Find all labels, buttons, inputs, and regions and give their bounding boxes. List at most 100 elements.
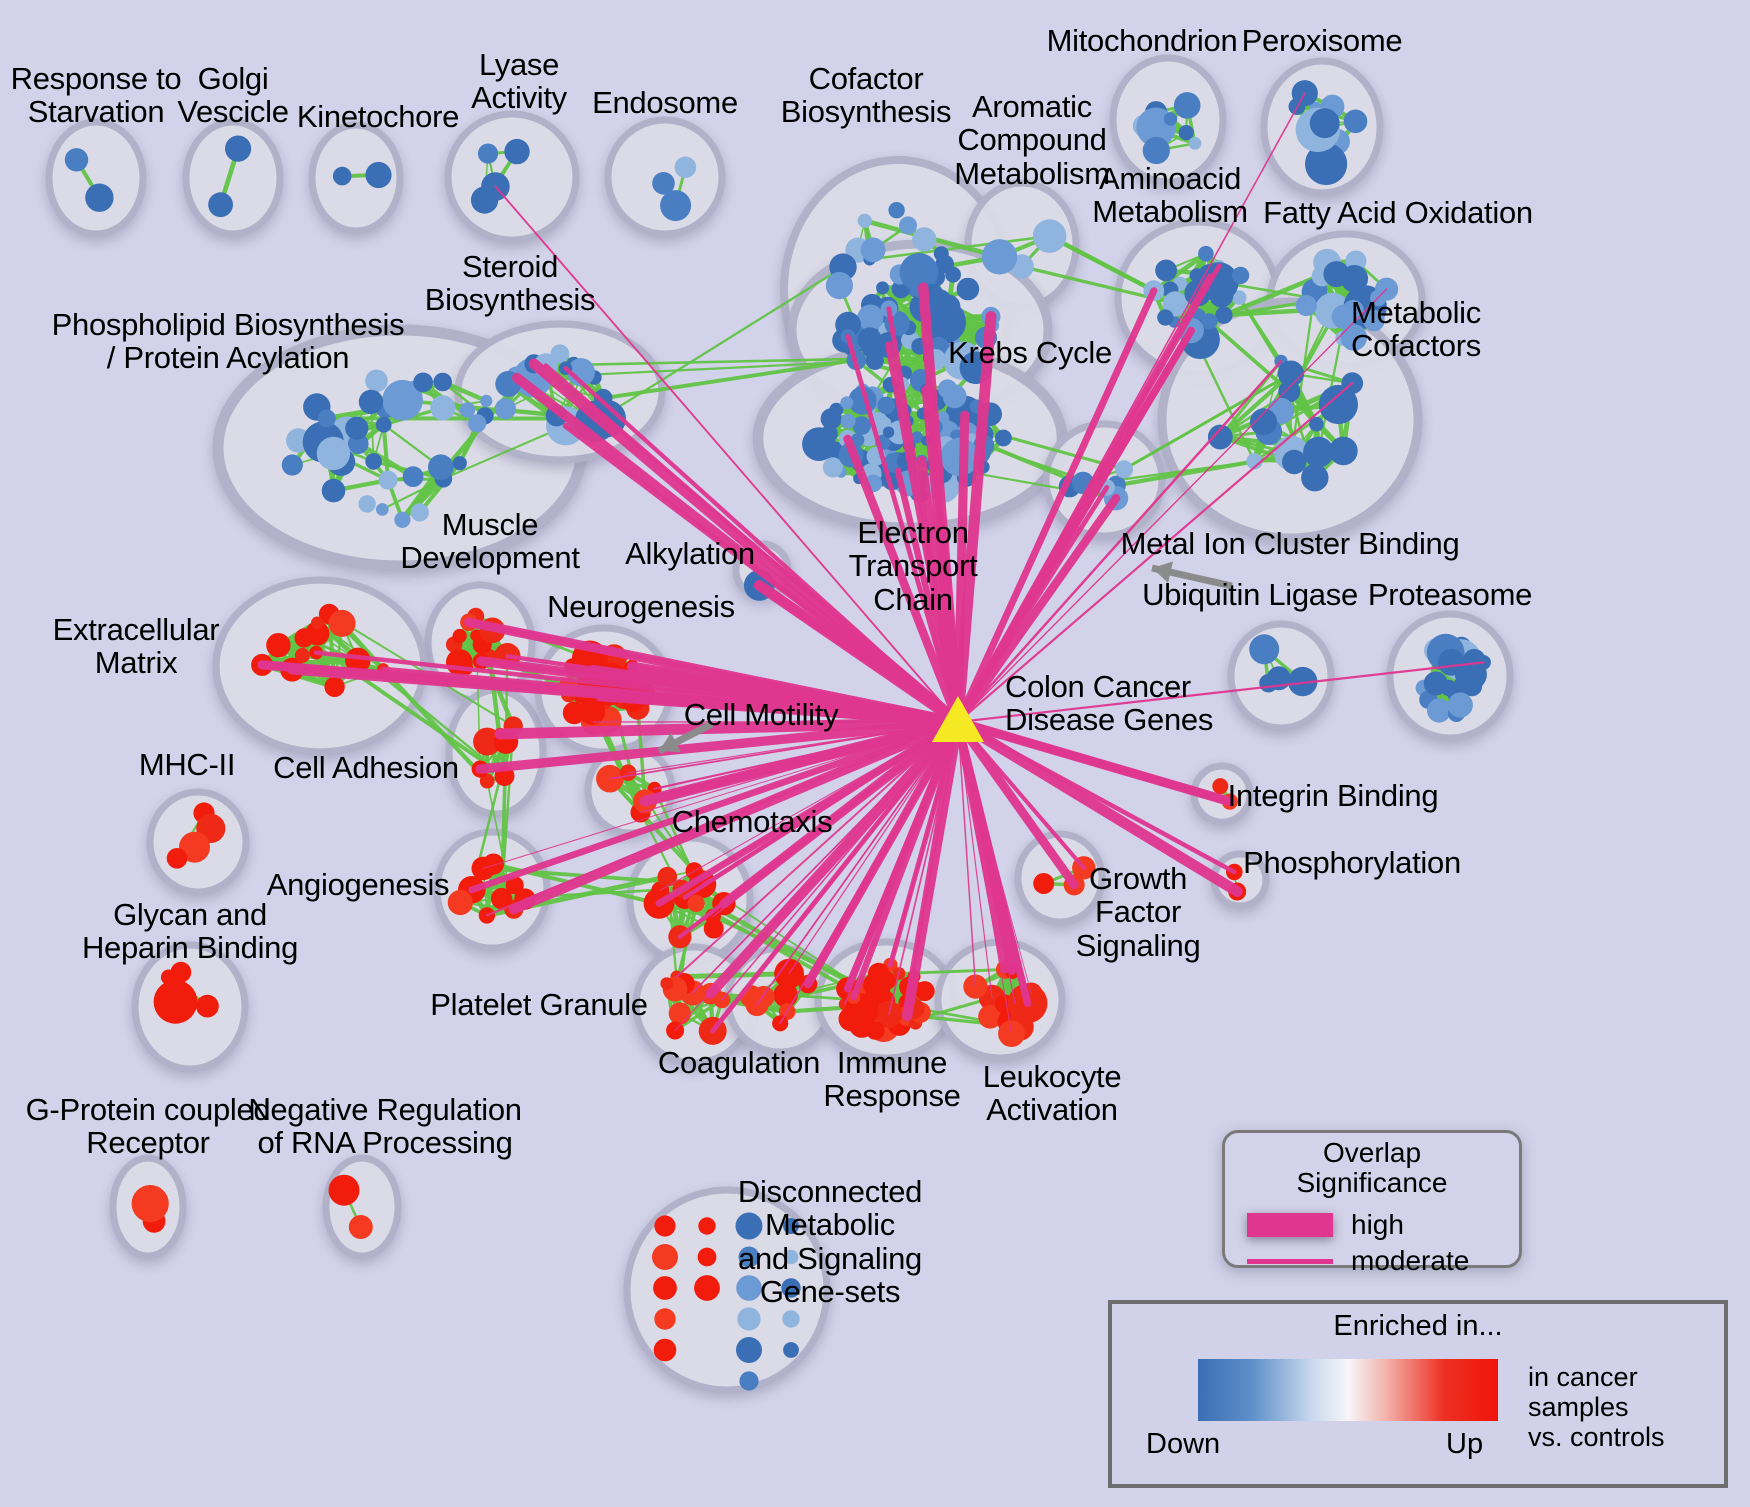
gene-set-node[interactable] [1331, 304, 1357, 329]
gene-set-node[interactable] [865, 351, 884, 370]
gene-set-node[interactable] [447, 889, 473, 916]
gene-set-node[interactable] [1329, 436, 1358, 466]
gene-set-node[interactable] [1447, 692, 1473, 718]
gene-set-node[interactable] [1423, 671, 1448, 696]
gene-set-node[interactable] [1201, 313, 1218, 330]
gene-set-node[interactable] [914, 981, 935, 1002]
gene-set-node[interactable] [694, 1275, 720, 1301]
gene-set-node[interactable] [394, 511, 411, 528]
gene-set-node[interactable] [505, 876, 524, 895]
gene-set-node[interactable] [1246, 453, 1263, 470]
gene-set-node[interactable] [131, 1185, 169, 1223]
gene-set-node[interactable] [668, 1002, 691, 1025]
gene-set-node[interactable] [365, 453, 382, 470]
gene-set-node[interactable] [773, 982, 798, 1008]
gene-set-node[interactable] [345, 416, 369, 440]
gene-set-node[interactable] [1033, 873, 1055, 894]
gene-set-node[interactable] [783, 1342, 799, 1358]
gene-set-node[interactable] [479, 773, 495, 789]
gene-set-node[interactable] [1259, 673, 1278, 693]
gene-set-node[interactable] [878, 971, 897, 990]
gene-set-node[interactable] [266, 633, 291, 658]
gene-set-node[interactable] [170, 961, 192, 983]
gene-set-node[interactable] [1318, 384, 1358, 425]
gene-set-node[interactable] [428, 454, 454, 481]
gene-set-node[interactable] [480, 394, 493, 407]
gene-set-node[interactable] [1249, 634, 1280, 665]
gene-set-node[interactable] [378, 470, 398, 490]
gene-set-node[interactable] [660, 190, 692, 222]
gene-set-node[interactable] [1303, 436, 1334, 468]
gene-set-node[interactable] [652, 1244, 678, 1270]
gene-set-node[interactable] [912, 227, 937, 252]
gene-set-node[interactable] [739, 1371, 759, 1391]
gene-set-node[interactable] [657, 866, 678, 887]
gene-set-node[interactable] [305, 621, 330, 646]
gene-set-node[interactable] [85, 183, 114, 212]
gene-set-node[interactable] [477, 143, 499, 164]
gene-set-node[interactable] [857, 327, 882, 352]
gene-set-node[interactable] [822, 457, 844, 478]
gene-set-node[interactable] [652, 172, 675, 195]
gene-set-node[interactable] [825, 272, 854, 300]
gene-set-node[interactable] [737, 1307, 761, 1331]
gene-set-node[interactable] [860, 237, 886, 263]
gene-set-node[interactable] [654, 1215, 676, 1237]
cluster-blob-negative-regulation-of-rna-processing[interactable] [322, 1154, 402, 1260]
gene-set-node[interactable] [321, 478, 346, 503]
gene-set-node[interactable] [1250, 408, 1277, 436]
gene-set-node[interactable] [735, 1212, 763, 1240]
gene-set-node[interactable] [468, 414, 487, 433]
cluster-blob-lyase-activity[interactable] [444, 110, 580, 244]
gene-set-node[interactable] [328, 1174, 360, 1206]
gene-set-node[interactable] [888, 202, 905, 219]
gene-set-node[interactable] [1188, 137, 1202, 150]
gene-set-node[interactable] [738, 1246, 760, 1268]
gene-set-node[interactable] [1115, 460, 1133, 479]
gene-set-node[interactable] [876, 281, 890, 295]
gene-set-node[interactable] [823, 413, 837, 426]
gene-set-node[interactable] [857, 213, 872, 228]
gene-set-node[interactable] [452, 456, 467, 471]
gene-set-node[interactable] [294, 647, 310, 663]
gene-set-node[interactable] [736, 1275, 762, 1301]
gene-set-node[interactable] [316, 436, 351, 471]
gene-set-node[interactable] [956, 277, 980, 301]
gene-set-node[interactable] [978, 1004, 1002, 1029]
gene-set-node[interactable] [783, 1218, 799, 1234]
gene-set-node[interactable] [1231, 266, 1250, 285]
gene-set-node[interactable] [365, 161, 392, 189]
gene-set-node[interactable] [1295, 294, 1317, 317]
gene-set-node[interactable] [1212, 778, 1229, 795]
gene-set-node[interactable] [1309, 416, 1324, 432]
gene-set-node[interactable] [348, 1215, 373, 1239]
gene-set-node[interactable] [413, 372, 433, 393]
gene-set-node[interactable] [470, 186, 499, 214]
gene-set-node[interactable] [899, 216, 917, 235]
gene-set-node[interactable] [196, 994, 219, 1018]
gene-set-node[interactable] [1363, 309, 1385, 332]
gene-set-node[interactable] [1155, 259, 1177, 282]
gene-set-node[interactable] [653, 1338, 677, 1362]
gene-set-node[interactable] [376, 503, 389, 516]
gene-set-node[interactable] [781, 1278, 801, 1298]
gene-set-node[interactable] [375, 416, 392, 433]
gene-set-node[interactable] [473, 727, 502, 756]
gene-set-node[interactable] [935, 254, 954, 274]
gene-set-node[interactable] [1207, 424, 1233, 450]
gene-set-node[interactable] [153, 979, 198, 1024]
gene-set-node[interactable] [311, 616, 324, 630]
gene-set-node[interactable] [1198, 245, 1214, 262]
gene-set-node[interactable] [866, 1021, 885, 1040]
gene-set-node[interactable] [1157, 309, 1174, 326]
gene-set-node[interactable] [697, 1247, 717, 1267]
gene-set-node[interactable] [852, 416, 871, 435]
gene-set-node[interactable] [410, 503, 429, 522]
gene-set-node[interactable] [328, 609, 356, 637]
gene-set-node[interactable] [567, 358, 595, 387]
gene-set-node[interactable] [208, 192, 234, 218]
cluster-blob-kinetochore[interactable] [308, 121, 404, 235]
gene-set-node[interactable] [1232, 290, 1247, 305]
gene-set-node[interactable] [382, 379, 423, 421]
gene-set-node[interactable] [782, 1310, 800, 1328]
